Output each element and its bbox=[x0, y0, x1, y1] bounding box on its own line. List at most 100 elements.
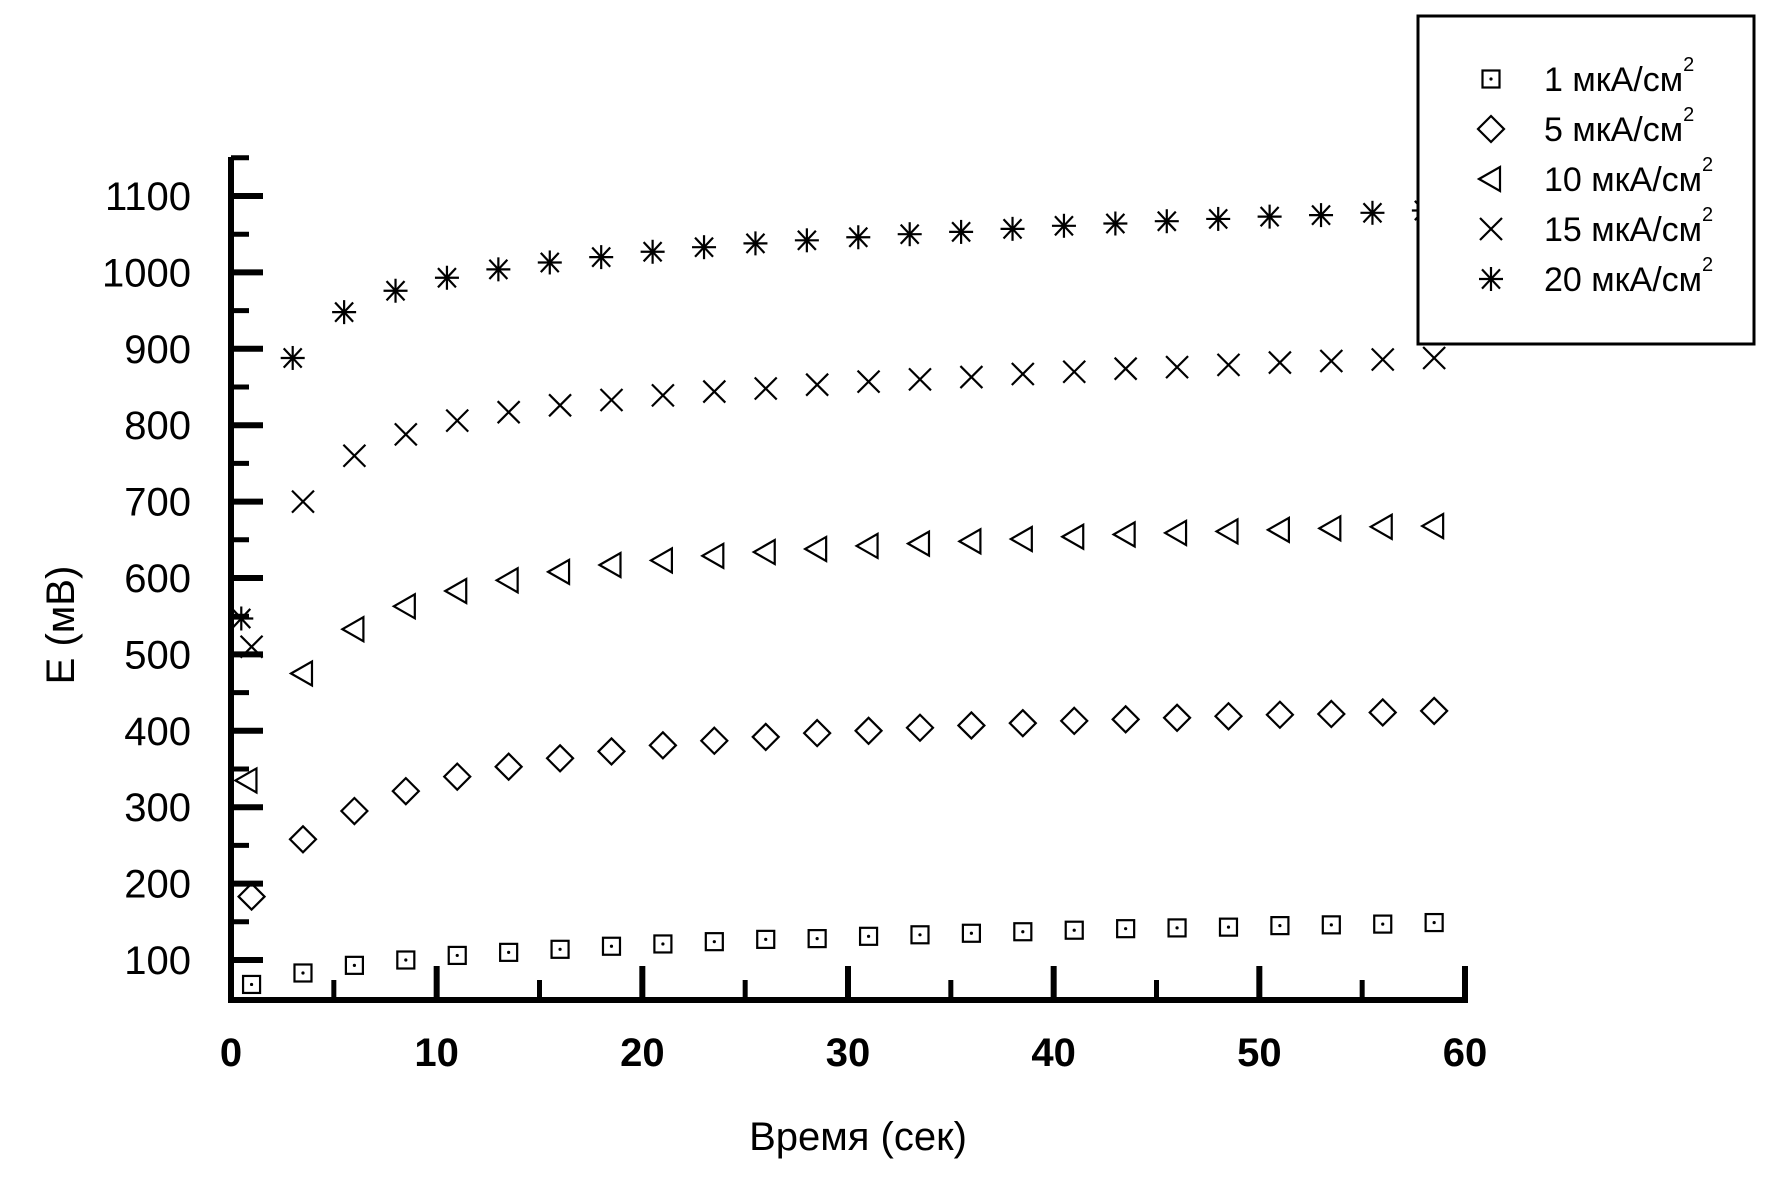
y-tick-label: 700 bbox=[124, 481, 191, 525]
data-point bbox=[233, 766, 258, 795]
legend-superscript: 2 bbox=[1702, 254, 1713, 276]
data-point bbox=[537, 250, 562, 275]
data-point bbox=[447, 945, 467, 966]
data-point bbox=[344, 955, 364, 975]
data-point bbox=[1060, 522, 1085, 551]
data-point bbox=[291, 489, 315, 514]
data-point bbox=[1316, 699, 1346, 729]
legend-label: 15 мкА/см2 bbox=[1544, 204, 1713, 249]
legend-marker bbox=[1479, 267, 1503, 291]
legend-superscript: 2 bbox=[1702, 154, 1713, 176]
legend-label: 5 мкА/см2 bbox=[1544, 104, 1694, 149]
data-point bbox=[908, 367, 932, 392]
data-point bbox=[949, 219, 974, 244]
data-point bbox=[1008, 525, 1033, 553]
x-tick-label: 60 bbox=[1443, 1031, 1488, 1075]
data-point bbox=[599, 388, 624, 412]
data-point bbox=[640, 239, 665, 264]
data-point bbox=[753, 376, 778, 401]
data-point bbox=[743, 231, 768, 256]
legend-label: 10 мкА/см2 bbox=[1544, 154, 1713, 199]
legend-superscript: 2 bbox=[1683, 54, 1694, 76]
data-point bbox=[1424, 912, 1444, 933]
legend-box bbox=[1416, 14, 1756, 346]
x-tick-label: 20 bbox=[620, 1031, 665, 1075]
data-point bbox=[1062, 359, 1087, 384]
data-point bbox=[648, 546, 674, 575]
data-point bbox=[700, 541, 725, 570]
y-tick-label: 1100 bbox=[105, 175, 191, 219]
data-point bbox=[391, 592, 416, 621]
data-point bbox=[494, 566, 519, 595]
data-point bbox=[1064, 920, 1084, 940]
data-point bbox=[905, 529, 931, 558]
series-5 bbox=[229, 198, 1436, 631]
data-point bbox=[1317, 514, 1342, 543]
legend-item: 20 мкА/см2 bbox=[1479, 254, 1713, 299]
data-point bbox=[802, 535, 828, 563]
legend-superscript: 2 bbox=[1683, 104, 1694, 126]
data-point bbox=[1419, 696, 1449, 726]
data-point bbox=[443, 577, 468, 605]
series-3 bbox=[233, 512, 1445, 795]
data-point bbox=[1000, 216, 1025, 241]
y-tick-label: 900 bbox=[124, 328, 191, 372]
data-point bbox=[704, 932, 724, 952]
data-point bbox=[293, 963, 313, 983]
data-point bbox=[1309, 203, 1334, 228]
data-point bbox=[1165, 355, 1189, 379]
data-point bbox=[1321, 915, 1341, 935]
data-point bbox=[332, 300, 357, 325]
data-point bbox=[805, 372, 829, 397]
legend-item: 10 мкА/см2 bbox=[1476, 154, 1713, 199]
y-tick-label: 100 bbox=[124, 939, 191, 983]
x-tick-label: 50 bbox=[1237, 1031, 1282, 1075]
data-point bbox=[1422, 346, 1446, 370]
data-point bbox=[653, 934, 673, 954]
legend-marker bbox=[1481, 69, 1501, 89]
y-tick-label: 600 bbox=[124, 557, 191, 601]
series-4 bbox=[239, 346, 1446, 659]
data-point bbox=[280, 345, 305, 370]
data-point bbox=[1111, 520, 1136, 549]
legend-marker bbox=[1476, 165, 1502, 193]
data-point bbox=[601, 936, 622, 956]
data-point bbox=[548, 393, 572, 418]
data-point bbox=[858, 926, 879, 946]
data-point bbox=[1268, 350, 1292, 375]
data-point bbox=[1013, 922, 1033, 942]
data-point bbox=[545, 557, 571, 586]
data-point bbox=[1167, 918, 1187, 938]
data-point bbox=[1265, 515, 1291, 544]
data-point bbox=[597, 551, 622, 579]
y-axis-title: E (мВ) bbox=[39, 566, 83, 685]
data-point bbox=[961, 923, 982, 943]
data-point bbox=[340, 615, 365, 644]
data-point bbox=[910, 925, 930, 945]
data-point bbox=[956, 710, 986, 741]
data-point bbox=[1162, 519, 1188, 547]
data-point bbox=[648, 730, 678, 760]
data-point bbox=[394, 422, 418, 447]
data-point bbox=[751, 538, 776, 566]
data-point bbox=[897, 222, 922, 247]
x-tick-label: 30 bbox=[826, 1031, 871, 1075]
data-point bbox=[756, 929, 776, 949]
data-point bbox=[846, 225, 871, 250]
data-point bbox=[1011, 362, 1035, 386]
data-point bbox=[1111, 704, 1141, 734]
data-point bbox=[239, 634, 264, 659]
data-point bbox=[1214, 517, 1239, 546]
legend-marker bbox=[1479, 217, 1503, 241]
data-point bbox=[1319, 349, 1344, 373]
data-point bbox=[1373, 914, 1393, 934]
data-point bbox=[1216, 353, 1241, 377]
y-tick-label: 1000 bbox=[102, 251, 191, 295]
data-point bbox=[905, 713, 935, 743]
data-point bbox=[383, 278, 408, 303]
data-point bbox=[1360, 200, 1385, 225]
data-point bbox=[1368, 512, 1393, 541]
legend-marker bbox=[1476, 114, 1506, 144]
data-point bbox=[1419, 512, 1445, 540]
axes bbox=[228, 157, 1468, 1003]
